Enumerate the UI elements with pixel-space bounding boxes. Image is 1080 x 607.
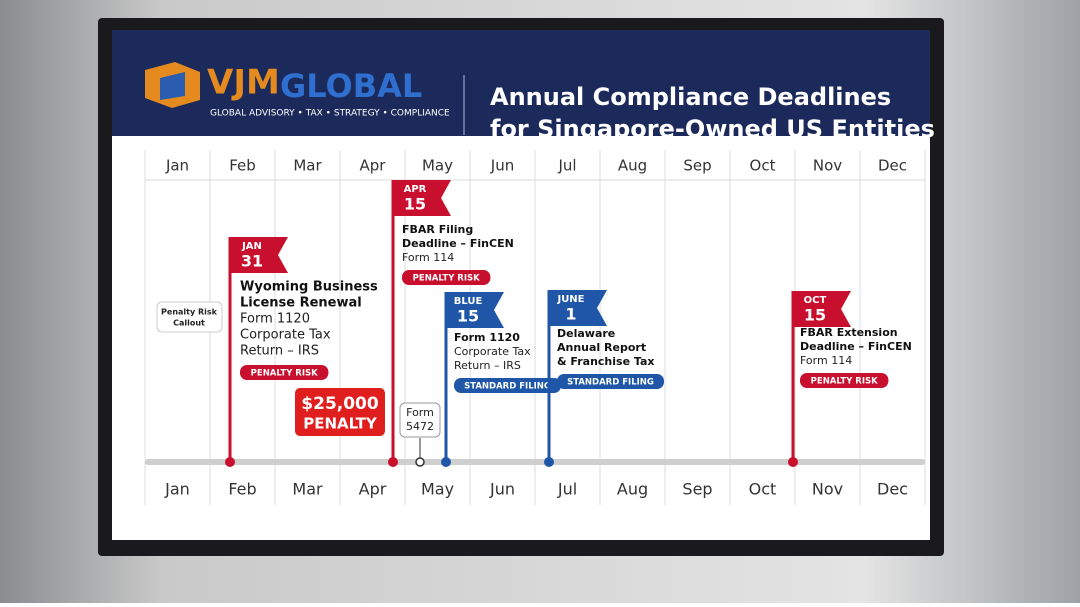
- event-title: Annual Report: [557, 341, 646, 354]
- flag-day: 31: [241, 252, 263, 271]
- month-label-top: Aug: [618, 157, 647, 175]
- event-badge-text: STANDARD FILING: [567, 378, 654, 388]
- timeline-axis: [145, 459, 925, 465]
- flag-day: 15: [457, 307, 479, 326]
- month-label-top: Feb: [229, 157, 256, 175]
- event-dot: [788, 457, 798, 467]
- form-dot: [415, 457, 425, 467]
- month-label-bottom: Aug: [617, 480, 648, 499]
- flag-day: 15: [804, 306, 826, 325]
- penalty-amount-callout: [295, 388, 385, 436]
- event-detail: Corporate Tax: [240, 328, 331, 343]
- logo-left: VJM: [207, 63, 280, 103]
- month-label-bottom: Jul: [557, 480, 577, 499]
- month-label-bottom: Apr: [359, 480, 387, 499]
- event-badge-text: PENALTY RISK: [251, 369, 318, 379]
- event-detail: Form 1120: [240, 312, 310, 327]
- event-dot: [388, 457, 398, 467]
- tagline: GLOBAL ADVISORY • TAX • STRATEGY • COMPL…: [210, 109, 450, 119]
- form-text: Form: [406, 406, 434, 419]
- month-label-top: Oct: [750, 157, 776, 175]
- flag-day: 15: [404, 195, 426, 214]
- event-title: License Renewal: [240, 296, 362, 311]
- month-label-top: Dec: [878, 157, 907, 175]
- event-flag: [549, 290, 607, 326]
- event-title: Form 1120: [454, 331, 520, 344]
- event-badge-text: PENALTY RISK: [413, 274, 480, 284]
- event-badge-text: STANDARD FILING: [464, 382, 551, 392]
- event-badge: [454, 378, 561, 393]
- event-flag: [793, 291, 851, 327]
- month-label-top: Nov: [813, 157, 842, 175]
- event-detail: Form 114: [402, 251, 454, 264]
- flag-month: BLUE: [454, 296, 483, 307]
- event-flag: [446, 292, 504, 328]
- event-flag: [393, 180, 451, 216]
- flag-month: JUNE: [556, 294, 584, 305]
- month-label-top: Jan: [165, 157, 189, 175]
- event-title: FBAR Extension: [800, 326, 898, 339]
- flag-month: JAN: [241, 241, 262, 252]
- penalty-risk-callout: [156, 301, 223, 333]
- event-title: Delaware: [557, 327, 615, 340]
- month-label-bottom: Oct: [749, 480, 777, 499]
- month-label-bottom: Sep: [682, 480, 712, 499]
- event-detail: Return – IRS: [240, 344, 319, 359]
- event-badge: [557, 374, 664, 389]
- event-dot: [544, 457, 554, 467]
- event-detail: Corporate Tax: [454, 345, 531, 358]
- month-label-bottom: Feb: [228, 480, 256, 499]
- month-label-top: Mar: [293, 157, 322, 175]
- flag-month: OCT: [804, 295, 827, 306]
- form-callout: [399, 402, 441, 438]
- header-bar: [112, 30, 930, 136]
- month-label-bottom: Jan: [164, 480, 190, 499]
- event-badge: [402, 270, 491, 285]
- event-title: Wyoming Business: [240, 280, 378, 295]
- month-label-bottom: Dec: [877, 480, 908, 499]
- event-badge: [240, 365, 329, 380]
- flag-day: 1: [565, 305, 576, 324]
- flag-month: APR: [404, 184, 427, 195]
- event-title: Deadline – FinCEN: [800, 340, 912, 353]
- event-dot: [225, 457, 235, 467]
- month-label-bottom: Nov: [812, 480, 843, 499]
- month-label-top: Jul: [557, 157, 576, 175]
- title-line: for Singapore-Owned US Entities: [490, 115, 935, 143]
- month-label-top: Jun: [490, 157, 514, 175]
- event-title: Deadline – FinCEN: [402, 237, 514, 250]
- event-detail: Return – IRS: [454, 359, 521, 372]
- month-label-bottom: May: [421, 480, 454, 499]
- callout-text: Penalty Risk: [161, 308, 218, 317]
- title-line: Annual Compliance Deadlines: [490, 83, 891, 111]
- month-label-bottom: Jun: [489, 480, 515, 499]
- event-flag: [230, 237, 288, 273]
- month-label-top: Sep: [683, 157, 711, 175]
- month-label-top: May: [422, 157, 453, 175]
- event-dot: [441, 457, 451, 467]
- event-badge: [800, 373, 889, 388]
- event-title: & Franchise Tax: [557, 355, 654, 368]
- penalty-amount: $25,000: [301, 394, 379, 414]
- logo-right: GLOBAL: [280, 67, 422, 105]
- form-text: 5472: [406, 420, 434, 433]
- callout-text: Callout: [173, 319, 205, 328]
- logo-icon-inner: [160, 72, 185, 100]
- month-label-bottom: Mar: [292, 480, 323, 499]
- month-label-top: Apr: [360, 157, 387, 175]
- event-detail: Form 114: [800, 354, 852, 367]
- penalty-label: PENALTY: [303, 415, 378, 433]
- event-title: FBAR Filing: [402, 223, 473, 236]
- event-badge-text: PENALTY RISK: [811, 377, 878, 387]
